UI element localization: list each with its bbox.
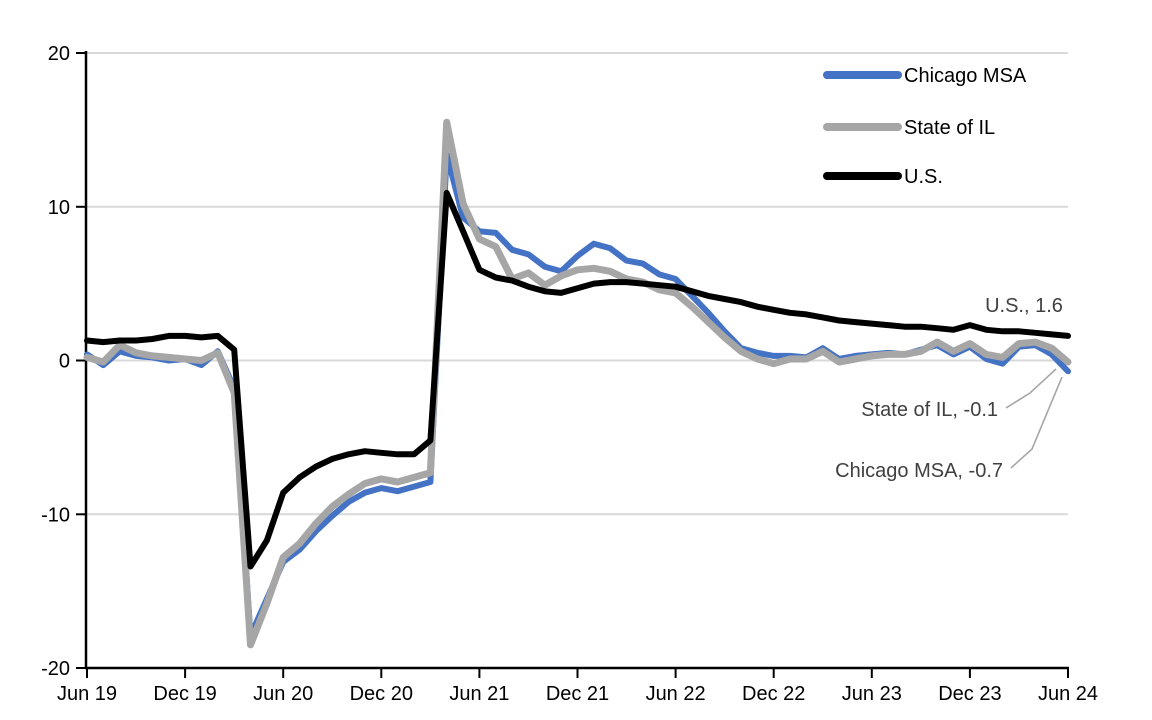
x-axis-label: Jun 24: [1038, 683, 1098, 705]
y-axis-label: 20: [48, 43, 70, 65]
x-axis-label: Jun 19: [57, 683, 117, 705]
y-axis-label: 0: [59, 351, 70, 373]
y-axis-label: -10: [41, 504, 70, 526]
legend-label: Chicago MSA: [904, 65, 1027, 87]
legend-label: U.S.: [904, 166, 943, 188]
x-axis-label: Jun 22: [646, 683, 706, 705]
annotation-label: Chicago MSA, -0.7: [835, 460, 1003, 482]
x-axis-label: Dec 23: [938, 683, 1001, 705]
x-axis-label: Dec 20: [350, 683, 413, 705]
x-axis-label: Dec 22: [742, 683, 805, 705]
y-axis-label: 10: [48, 197, 70, 219]
x-axis-label: Dec 21: [546, 683, 609, 705]
series-line-state-of-il: [83, 118, 1072, 649]
annotation-label: State of IL, -0.1: [861, 399, 998, 421]
y-axis-label: -20: [41, 658, 70, 680]
annotation-leader: [1005, 368, 1057, 409]
x-axis-label: Jun 21: [449, 683, 509, 705]
annotation-label: U.S., 1.6: [985, 295, 1063, 317]
annotation-leader: [1010, 376, 1063, 469]
x-axis-label: Jun 20: [253, 683, 313, 705]
legend-label: State of IL: [904, 117, 995, 139]
series-line-u-s: [84, 189, 1071, 570]
x-axis-label: Jun 23: [842, 683, 902, 705]
x-axis-label: Dec 19: [153, 683, 216, 705]
